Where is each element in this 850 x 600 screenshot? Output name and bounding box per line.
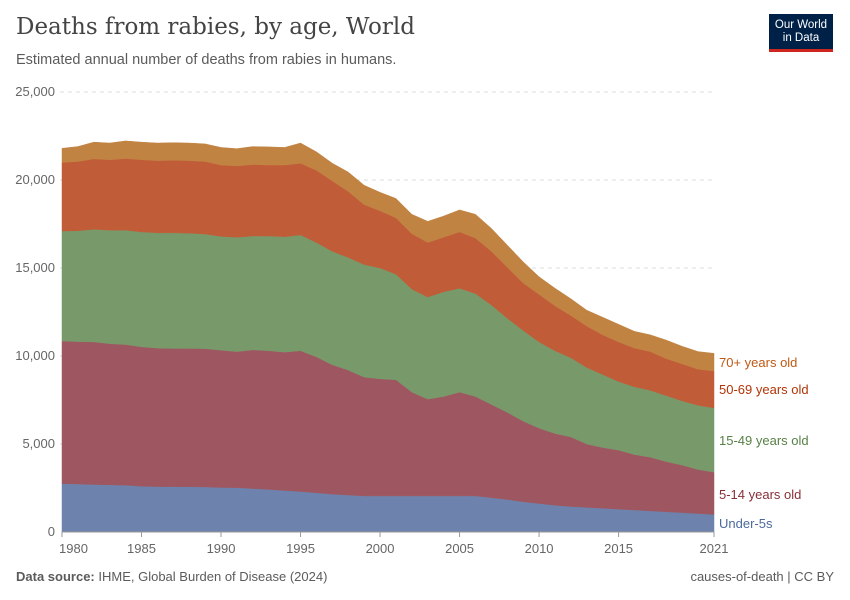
data-source: Data source: IHME, Global Burden of Dise… (16, 569, 327, 584)
y-tick-label: 5,000 (22, 436, 55, 451)
series-label: Under-5s (719, 516, 773, 531)
y-tick-label: 10,000 (15, 348, 55, 363)
chart-title: Deaths from rabies, by age, World (16, 14, 415, 40)
series-label: 5-14 years old (719, 487, 801, 502)
logo-line-2: in Data (782, 32, 820, 44)
series-label: 15-49 years old (719, 433, 809, 448)
source-label: Data source: (16, 569, 95, 584)
x-tick-label: 1990 (207, 541, 236, 556)
x-tick-label: 2005 (445, 541, 474, 556)
owid-logo[interactable]: Our World in Data (769, 14, 833, 52)
x-tick-label: 1985 (127, 541, 156, 556)
x-tick-label: 2015 (604, 541, 633, 556)
logo-line-1: Our World (774, 19, 828, 31)
x-tick-label: 1995 (286, 541, 315, 556)
x-tick-label: 2010 (525, 541, 554, 556)
area-70-years-old (61, 140, 715, 372)
chart-subtitle: Estimated annual number of deaths from r… (16, 52, 397, 68)
y-tick-label: 15,000 (15, 260, 55, 275)
series-label: 50-69 years old (719, 382, 809, 397)
x-tick-label: 2000 (366, 541, 395, 556)
series-label: 70+ years old (719, 355, 797, 370)
source-text[interactable]: IHME, Global Burden of Disease (2024) (98, 569, 328, 584)
license[interactable]: causes-of-death | CC BY (690, 569, 834, 584)
x-tick-label: 1980 (59, 541, 88, 556)
y-tick-label: 25,000 (15, 84, 55, 99)
y-tick-label: 20,000 (15, 172, 55, 187)
y-tick-label: 0 (48, 524, 55, 539)
x-tick-label: 2021 (700, 541, 729, 556)
